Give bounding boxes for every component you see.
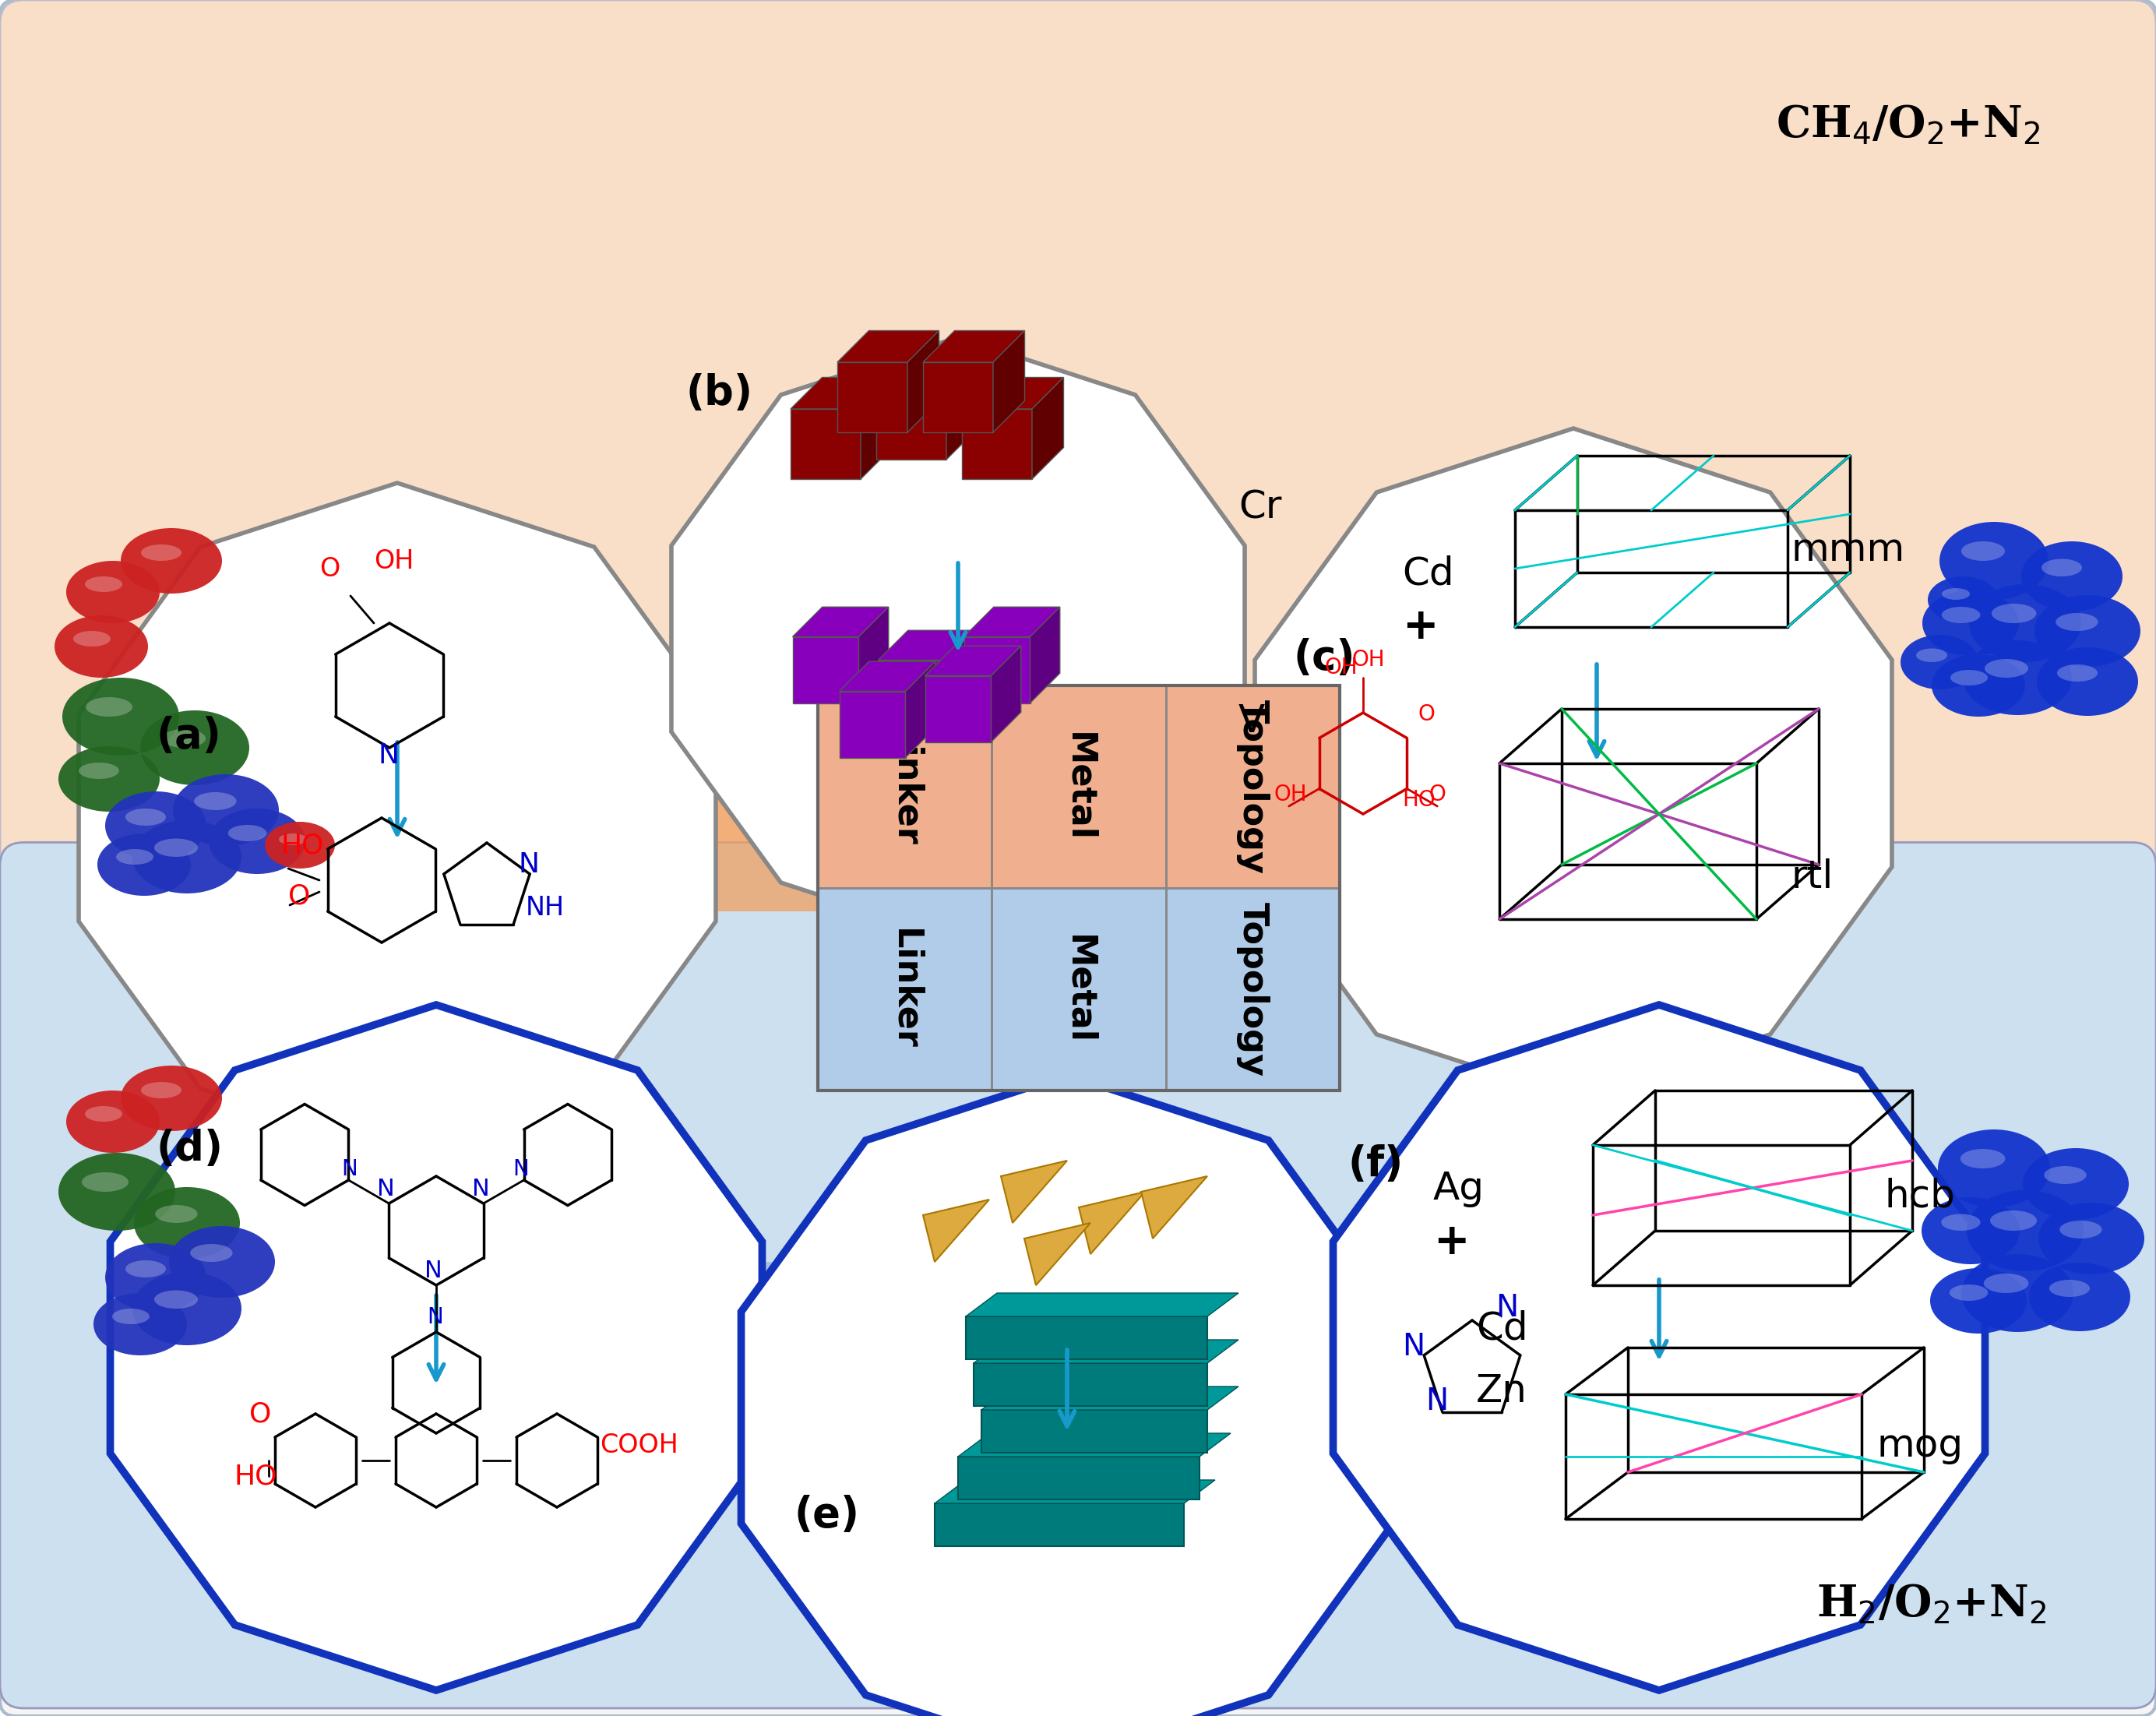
Polygon shape [1141, 1175, 1207, 1239]
Text: OH: OH [1274, 782, 1307, 805]
Ellipse shape [58, 1153, 175, 1230]
Ellipse shape [1932, 654, 2024, 717]
Polygon shape [839, 692, 906, 757]
Text: (f): (f) [1348, 1145, 1404, 1184]
Ellipse shape [1992, 604, 2037, 623]
Ellipse shape [58, 746, 160, 812]
Text: Cr: Cr [1238, 489, 1281, 525]
Text: (b): (b) [686, 372, 752, 414]
Text: O: O [289, 882, 310, 909]
Text: (c): (c) [1294, 638, 1354, 678]
Text: Zn: Zn [1477, 1373, 1526, 1411]
Text: Cd: Cd [1477, 1311, 1529, 1347]
Ellipse shape [2044, 1167, 2087, 1184]
Ellipse shape [1930, 1268, 2027, 1333]
Bar [957, 1457, 1199, 1500]
Polygon shape [80, 482, 716, 1153]
Ellipse shape [172, 774, 278, 846]
FancyBboxPatch shape [0, 0, 2156, 889]
FancyArrow shape [194, 764, 1830, 935]
Text: CH$_4$/O$_2$+N$_2$: CH$_4$/O$_2$+N$_2$ [1777, 103, 2040, 146]
Polygon shape [1255, 429, 1893, 1098]
Ellipse shape [2055, 613, 2098, 631]
Bar [936, 1503, 1184, 1546]
Polygon shape [1033, 378, 1063, 479]
Polygon shape [1332, 1006, 1986, 1690]
Ellipse shape [106, 791, 207, 860]
Polygon shape [110, 1006, 761, 1690]
Ellipse shape [121, 529, 222, 594]
Text: O: O [1429, 782, 1447, 805]
Bar [1166, 887, 1339, 1090]
Polygon shape [908, 331, 940, 432]
Bar [817, 685, 992, 887]
Ellipse shape [78, 762, 119, 779]
Ellipse shape [209, 808, 306, 873]
Ellipse shape [1938, 1129, 2050, 1208]
Polygon shape [923, 331, 1024, 362]
Text: O: O [250, 1400, 272, 1428]
Polygon shape [966, 1294, 1238, 1316]
Ellipse shape [73, 631, 110, 647]
Ellipse shape [1943, 607, 1979, 623]
Ellipse shape [140, 1083, 181, 1098]
Polygon shape [925, 676, 992, 741]
Ellipse shape [1940, 1213, 1981, 1230]
Ellipse shape [1968, 583, 2081, 662]
Text: H$_2$/O$_2$+N$_2$: H$_2$/O$_2$+N$_2$ [1818, 1584, 2046, 1627]
Text: N: N [1401, 1332, 1425, 1361]
Ellipse shape [54, 616, 149, 678]
Ellipse shape [116, 849, 153, 865]
Text: +: + [1401, 606, 1438, 649]
Ellipse shape [155, 839, 198, 856]
Ellipse shape [168, 1225, 276, 1297]
Ellipse shape [1960, 1150, 2005, 1169]
Polygon shape [962, 378, 1063, 408]
Text: Metal: Metal [1063, 731, 1095, 841]
Ellipse shape [2037, 1203, 2145, 1275]
Ellipse shape [140, 544, 181, 561]
Ellipse shape [84, 577, 123, 592]
Polygon shape [860, 378, 893, 479]
Polygon shape [1024, 1224, 1091, 1285]
Text: rtl: rtl [1792, 858, 1835, 896]
Text: N: N [377, 743, 399, 769]
Ellipse shape [2029, 1263, 2130, 1332]
Polygon shape [793, 637, 858, 704]
Ellipse shape [2050, 1280, 2089, 1297]
Text: N: N [341, 1158, 358, 1179]
Text: Cd: Cd [1401, 554, 1453, 592]
Text: N: N [472, 1177, 489, 1201]
Polygon shape [994, 331, 1024, 432]
Text: O: O [1419, 704, 1434, 726]
Ellipse shape [125, 1260, 166, 1277]
Ellipse shape [1927, 577, 1999, 623]
Ellipse shape [1923, 590, 2018, 656]
Text: Ag: Ag [1434, 1170, 1485, 1208]
Text: Linker: Linker [888, 928, 921, 1050]
Ellipse shape [67, 1090, 160, 1153]
Bar [1166, 685, 1339, 887]
Ellipse shape [2022, 1148, 2128, 1220]
Ellipse shape [2037, 647, 2139, 716]
Bar [992, 887, 1166, 1090]
Ellipse shape [1962, 1254, 2074, 1332]
Polygon shape [877, 630, 975, 661]
Ellipse shape [67, 561, 160, 623]
Polygon shape [1078, 1193, 1145, 1254]
Polygon shape [975, 1340, 1238, 1363]
Polygon shape [957, 1433, 1231, 1457]
Ellipse shape [229, 825, 267, 841]
Ellipse shape [1986, 659, 2029, 678]
Bar [975, 1363, 1207, 1405]
Text: OH: OH [1324, 657, 1358, 678]
Text: N: N [1496, 1294, 1518, 1323]
Polygon shape [791, 378, 893, 408]
Polygon shape [671, 338, 1244, 940]
Ellipse shape [1962, 640, 2072, 716]
Ellipse shape [63, 678, 179, 755]
Polygon shape [858, 607, 888, 704]
FancyArrow shape [194, 1239, 1830, 1411]
Polygon shape [964, 607, 1061, 637]
